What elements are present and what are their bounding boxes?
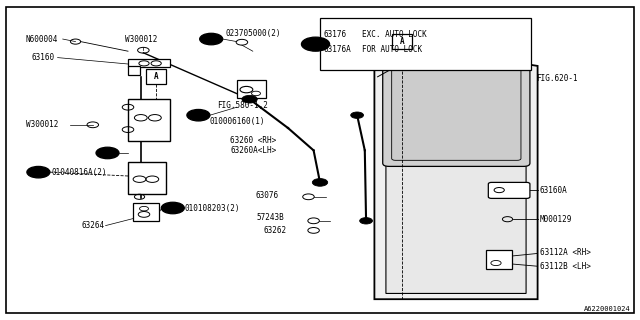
- Text: FIG.580-1,2: FIG.580-1,2: [218, 101, 268, 110]
- Text: A: A: [154, 72, 159, 81]
- Circle shape: [301, 37, 330, 51]
- Text: B: B: [170, 204, 175, 212]
- Text: 023705000(2): 023705000(2): [225, 29, 281, 38]
- FancyBboxPatch shape: [383, 51, 530, 166]
- FancyBboxPatch shape: [392, 56, 521, 160]
- Text: 63076: 63076: [256, 191, 279, 200]
- Circle shape: [200, 33, 223, 45]
- Text: 01040816A(2): 01040816A(2): [51, 168, 107, 177]
- Text: N600004: N600004: [26, 35, 58, 44]
- Circle shape: [351, 112, 364, 118]
- FancyBboxPatch shape: [6, 7, 634, 313]
- Text: B: B: [196, 111, 201, 120]
- FancyBboxPatch shape: [128, 66, 140, 75]
- Text: 010006160(1): 010006160(1): [210, 117, 266, 126]
- Text: FIG.620-1: FIG.620-1: [536, 74, 578, 83]
- Circle shape: [187, 109, 210, 121]
- FancyBboxPatch shape: [128, 99, 170, 141]
- Text: FOR AUTO LOCK: FOR AUTO LOCK: [362, 45, 422, 54]
- Text: 63160A: 63160A: [540, 186, 567, 195]
- FancyBboxPatch shape: [146, 69, 166, 84]
- Text: A6220001024: A6220001024: [584, 306, 630, 312]
- Text: 63112A <RH>: 63112A <RH>: [540, 248, 590, 257]
- Circle shape: [312, 179, 328, 186]
- Text: 63176A: 63176A: [323, 45, 351, 54]
- Text: L: L: [105, 148, 110, 157]
- Text: 57243B: 57243B: [256, 213, 284, 222]
- Polygon shape: [386, 46, 526, 293]
- FancyBboxPatch shape: [392, 34, 412, 49]
- Circle shape: [161, 202, 184, 214]
- Text: 63262: 63262: [264, 226, 287, 235]
- FancyBboxPatch shape: [237, 80, 266, 98]
- Text: 63160: 63160: [32, 53, 55, 62]
- Circle shape: [96, 147, 119, 159]
- FancyBboxPatch shape: [128, 162, 166, 194]
- FancyBboxPatch shape: [128, 59, 170, 67]
- FancyBboxPatch shape: [320, 18, 531, 70]
- Text: 63176: 63176: [323, 30, 346, 39]
- Text: B: B: [36, 168, 41, 177]
- Text: W300012: W300012: [125, 35, 157, 44]
- Polygon shape: [374, 40, 538, 299]
- Text: 63260 <RH>: 63260 <RH>: [230, 136, 276, 145]
- FancyBboxPatch shape: [133, 203, 159, 221]
- Text: EXC. AUTO LOCK: EXC. AUTO LOCK: [362, 30, 427, 39]
- Text: 010108203(2): 010108203(2): [184, 204, 240, 212]
- Text: A: A: [399, 37, 404, 46]
- Text: W300012: W300012: [26, 120, 58, 129]
- FancyBboxPatch shape: [486, 250, 512, 269]
- Text: 1: 1: [313, 40, 318, 49]
- Circle shape: [27, 166, 50, 178]
- Text: 63112B <LH>: 63112B <LH>: [540, 262, 590, 271]
- FancyBboxPatch shape: [488, 182, 530, 198]
- Circle shape: [360, 218, 372, 224]
- Text: N: N: [209, 35, 214, 44]
- Text: M000129: M000129: [540, 215, 572, 224]
- Text: 63264: 63264: [82, 221, 105, 230]
- Text: 63260A<LH>: 63260A<LH>: [230, 146, 276, 155]
- Circle shape: [242, 95, 257, 103]
